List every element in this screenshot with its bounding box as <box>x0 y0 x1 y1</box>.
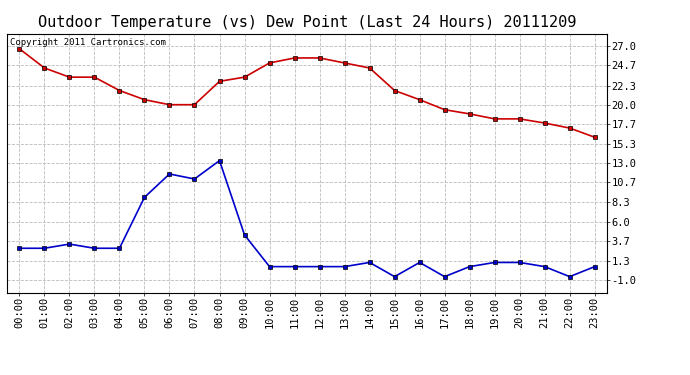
Title: Outdoor Temperature (vs) Dew Point (Last 24 Hours) 20111209: Outdoor Temperature (vs) Dew Point (Last… <box>38 15 576 30</box>
Text: Copyright 2011 Cartronics.com: Copyright 2011 Cartronics.com <box>10 38 166 46</box>
